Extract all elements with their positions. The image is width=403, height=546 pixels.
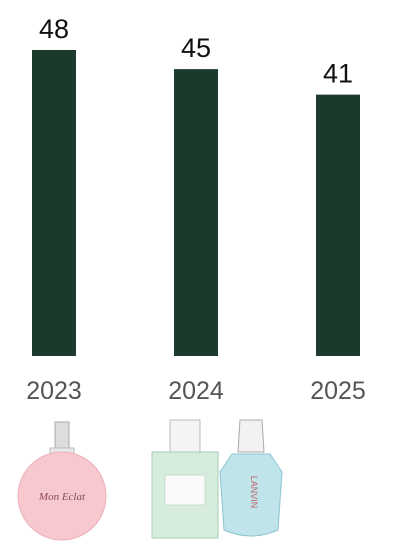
- product-label: Mon Eclat: [38, 491, 86, 503]
- product-images: Mon Eclat LANVIN: [17, 419, 283, 541]
- x-tick-label: 2023: [26, 377, 82, 405]
- bar: [32, 50, 76, 356]
- x-tick-label: 2025: [310, 377, 366, 405]
- x-tick-label: 2024: [168, 377, 224, 405]
- value-label: 48: [39, 14, 69, 44]
- bottle-cap: [54, 421, 70, 451]
- bottle-body: [17, 451, 107, 541]
- bottle-cap: [169, 419, 201, 455]
- value-label: 45: [181, 33, 211, 63]
- product-label: LANVIN: [249, 476, 259, 509]
- bottle-body: [219, 453, 283, 537]
- bar: [316, 94, 360, 356]
- bottle-tag: [164, 474, 206, 506]
- bar: [174, 69, 218, 356]
- value-label: 41: [323, 59, 353, 89]
- bottle-cap: [237, 419, 265, 453]
